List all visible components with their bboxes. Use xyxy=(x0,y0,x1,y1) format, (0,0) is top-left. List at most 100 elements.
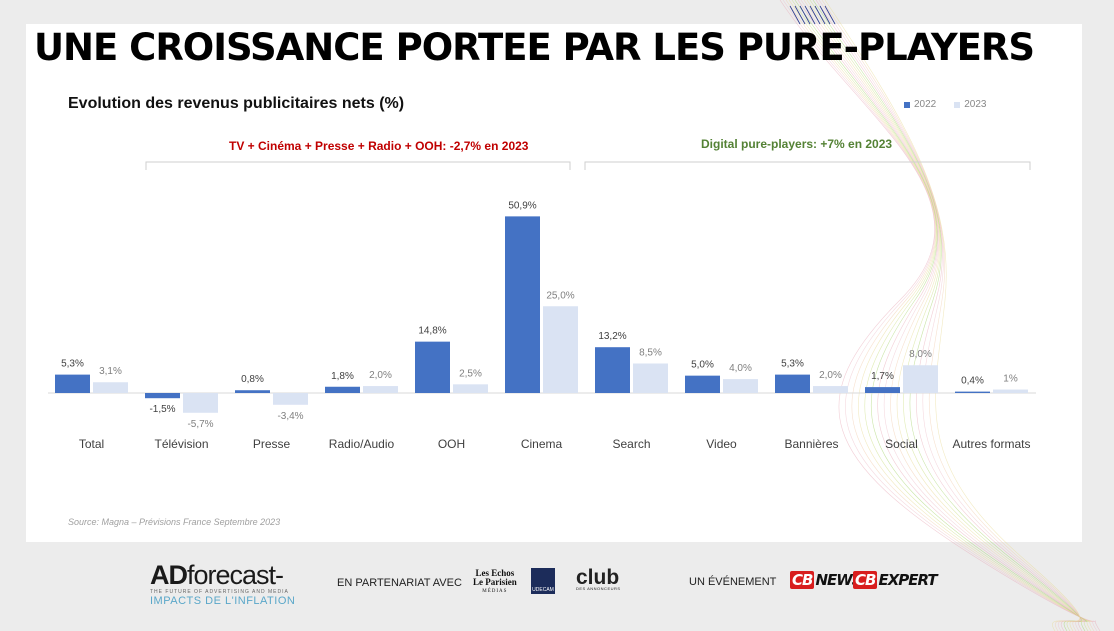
event-label: UN ÉVÉNEMENT xyxy=(689,576,777,588)
bar-2023-3 xyxy=(363,386,398,393)
partner-label: EN PARTENARIAT AVEC xyxy=(337,577,462,589)
data-label-2023-2: -3,4% xyxy=(277,411,303,422)
data-label-2022-8: 5,3% xyxy=(781,359,804,370)
data-label-2022-3: 1,8% xyxy=(331,371,354,382)
bar-2022-7 xyxy=(685,375,720,393)
data-label-2022-9: 1,7% xyxy=(871,371,894,382)
data-label-2023-1: -5,7% xyxy=(187,419,213,430)
bar-2023-8 xyxy=(813,386,848,393)
source-note: Source: Magna – Prévisions France Septem… xyxy=(68,517,281,527)
data-label-2023-3: 2,0% xyxy=(369,370,392,381)
cb-expert-logo: CB EXPERT xyxy=(853,571,938,589)
category-label-7: Video xyxy=(706,437,737,451)
slide-panel xyxy=(26,24,1082,542)
wave-line xyxy=(794,0,1088,631)
legend-item-2023: 2023 xyxy=(954,99,987,110)
bar-2022-3 xyxy=(325,386,360,393)
bar-2023-5 xyxy=(543,306,578,393)
data-label-2023-7: 4,0% xyxy=(729,363,752,374)
bar-2023-10 xyxy=(993,389,1028,393)
adforecast-wordmark: ADforecast- xyxy=(150,560,295,591)
data-label-2022-7: 5,0% xyxy=(691,360,714,371)
adforecast-tagline: THE FUTURE OF ADVERTISING AND MEDIA xyxy=(150,589,289,595)
top-hatch-line xyxy=(804,5,816,25)
wave-line xyxy=(791,0,1089,631)
group-label-traditional: TV + Cinéma + Presse + Radio + OOH: -2,7… xyxy=(229,139,529,153)
club-text: club xyxy=(576,566,620,589)
category-label-10: Autres formats xyxy=(952,437,1030,451)
chart-legend: 2022 2023 xyxy=(904,99,987,110)
category-label-3: Radio/Audio xyxy=(329,437,395,451)
bar-2023-1 xyxy=(183,393,218,413)
bar-2022-0 xyxy=(55,374,90,393)
adforecast-logo: ADforecast- THE FUTURE OF ADVERTISING AN… xyxy=(150,560,295,607)
le-parisien-text: Le Parisien xyxy=(473,577,517,587)
category-label-4: OOH xyxy=(438,437,465,451)
bar-2022-8 xyxy=(775,374,810,393)
category-label-6: Search xyxy=(612,437,650,451)
top-hatch-line xyxy=(819,5,831,25)
page-title: UNE CROISSANCE PORTEE PAR LES PURE-PLAYE… xyxy=(34,26,1035,69)
cb-expert-text: EXPERT xyxy=(878,571,937,589)
bar-2023-2 xyxy=(273,393,308,405)
legend-label-2023: 2023 xyxy=(964,99,987,110)
data-label-2022-10: 0,4% xyxy=(961,376,984,387)
wave-line xyxy=(806,0,1083,631)
data-label-2023-6: 8,5% xyxy=(639,348,662,359)
bracket-traditional xyxy=(145,161,571,170)
club-des-annonceurs-logo: club DES ANNONCEURS xyxy=(576,566,621,591)
top-hatch-line xyxy=(814,5,826,25)
bar-2023-0 xyxy=(93,382,128,393)
cb-news-text: NEWS xyxy=(815,571,862,589)
adforecast-prefix: AD xyxy=(150,560,188,590)
wave-line xyxy=(803,0,1084,631)
medias-text: MÉDIAS xyxy=(482,589,508,594)
bar-2022-1 xyxy=(145,393,180,399)
bar-2023-7 xyxy=(723,379,758,393)
legend-label-2022: 2022 xyxy=(914,99,937,110)
bar-2023-6 xyxy=(633,363,668,393)
legend-swatch-2022 xyxy=(904,101,910,108)
top-hatch-line xyxy=(824,5,836,25)
category-label-5: Cinema xyxy=(521,437,563,451)
data-label-2023-9: 8,0% xyxy=(909,349,932,360)
wave-line xyxy=(812,0,1082,631)
data-label-2022-5: 50,9% xyxy=(508,200,536,211)
cb-expert-badge: CB xyxy=(853,571,878,589)
data-label-2023-8: 2,0% xyxy=(819,370,842,381)
les-echos-le-parisien-logo: Les Echos Le Parisien MÉDIAS xyxy=(473,569,517,596)
legend-swatch-2023 xyxy=(954,101,961,108)
category-label-2: Presse xyxy=(253,437,291,451)
category-label-9: Social xyxy=(885,437,918,451)
cb-news-badge: CB xyxy=(790,571,815,589)
bar-2022-9 xyxy=(865,387,900,393)
top-hatch-line xyxy=(789,5,801,25)
category-label-0: Total xyxy=(79,437,104,451)
wave-line xyxy=(800,0,1085,631)
wave-line xyxy=(788,0,1092,631)
data-label-2022-6: 13,2% xyxy=(598,331,626,342)
chart-title: Evolution des revenus publicitaires nets… xyxy=(68,95,405,112)
category-label-1: Télévision xyxy=(154,437,208,451)
data-label-2022-0: 5,3% xyxy=(61,359,84,370)
data-label-2022-2: 0,8% xyxy=(241,374,264,385)
bar-2022-10 xyxy=(955,391,990,393)
data-label-2023-4: 2,5% xyxy=(459,368,482,379)
wave-line xyxy=(809,0,1083,631)
top-hatch-line xyxy=(794,5,806,25)
top-hatch-line xyxy=(799,5,811,25)
cb-news-logo: CB NEWS xyxy=(790,571,863,589)
wave-line xyxy=(824,0,1080,631)
les-echos-text: Les Echos xyxy=(475,568,515,578)
bar-2022-2 xyxy=(235,390,270,393)
adforecast-subtitle: IMPACTS DE L'INFLATION xyxy=(150,595,296,607)
bar-2023-9 xyxy=(903,365,938,393)
udecam-logo: UDECAM xyxy=(531,568,555,594)
data-label-2023-0: 3,1% xyxy=(99,366,122,377)
bracket-digital xyxy=(584,161,1031,170)
adforecast-main: forecast- xyxy=(187,560,284,590)
legend-item-2022: 2022 xyxy=(904,99,936,110)
bar-2023-4 xyxy=(453,384,488,393)
